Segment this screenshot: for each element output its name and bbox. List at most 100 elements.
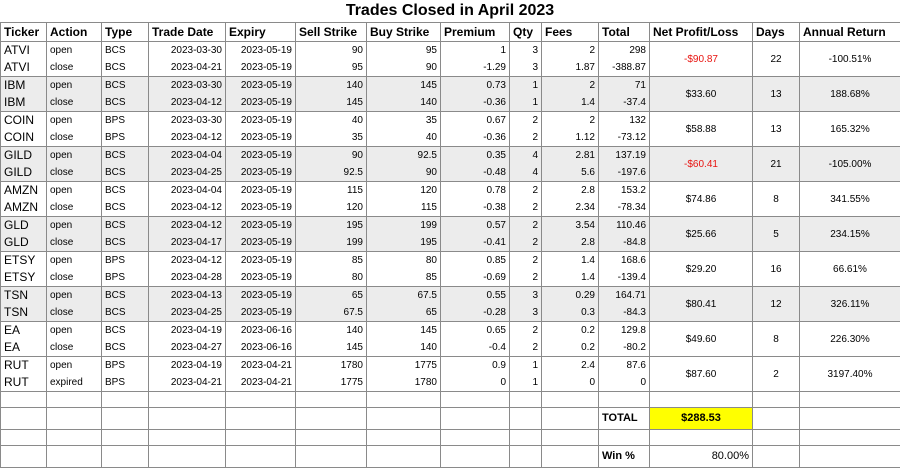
fees-cell[interactable]: 2.4 <box>541 356 599 374</box>
qty-cell[interactable]: 2 <box>509 234 542 252</box>
empty-cell[interactable] <box>799 391 900 408</box>
premium-cell[interactable]: -0.36 <box>440 94 510 112</box>
header-sell-strike[interactable]: Sell Strike <box>295 22 367 42</box>
empty-cell[interactable] <box>509 445 542 468</box>
type-cell[interactable]: BCS <box>101 181 149 199</box>
empty-cell[interactable] <box>148 391 226 408</box>
expiry-cell[interactable]: 2023-05-19 <box>225 111 296 129</box>
buy-strike-cell[interactable]: 140 <box>366 94 441 112</box>
premium-cell[interactable]: -0.69 <box>440 269 510 287</box>
trade-date-cell[interactable]: 2023-04-04 <box>148 181 226 199</box>
annual-return-cell[interactable]: -100.51% <box>799 41 900 77</box>
empty-cell[interactable] <box>295 391 367 408</box>
ticker-cell[interactable]: ATVI <box>0 41 47 59</box>
empty-cell[interactable] <box>101 391 149 408</box>
buy-strike-cell[interactable]: 95 <box>366 41 441 59</box>
expiry-cell[interactable]: 2023-05-19 <box>225 199 296 217</box>
net-profit-loss-cell[interactable]: -$60.41 <box>649 146 753 182</box>
total-cell[interactable]: -139.4 <box>598 269 650 287</box>
action-cell[interactable]: open <box>46 146 102 164</box>
fees-cell[interactable]: 2.34 <box>541 199 599 217</box>
days-cell[interactable]: 21 <box>752 146 800 182</box>
trade-date-cell[interactable]: 2023-04-21 <box>148 59 226 77</box>
premium-cell[interactable]: -0.28 <box>440 304 510 322</box>
sell-strike-cell[interactable]: 40 <box>295 111 367 129</box>
premium-cell[interactable]: -0.48 <box>440 164 510 182</box>
header-type[interactable]: Type <box>101 22 149 42</box>
trade-date-cell[interactable]: 2023-04-12 <box>148 251 226 269</box>
action-cell[interactable]: close <box>46 199 102 217</box>
empty-cell[interactable] <box>295 445 367 468</box>
fees-cell[interactable]: 2 <box>541 111 599 129</box>
empty-cell[interactable] <box>598 429 650 446</box>
premium-cell[interactable]: 0.9 <box>440 356 510 374</box>
empty-cell[interactable] <box>541 391 599 408</box>
premium-cell[interactable]: 0.35 <box>440 146 510 164</box>
action-cell[interactable]: close <box>46 304 102 322</box>
sell-strike-cell[interactable]: 145 <box>295 94 367 112</box>
qty-cell[interactable]: 1 <box>509 94 542 112</box>
qty-cell[interactable]: 2 <box>509 199 542 217</box>
sell-strike-cell[interactable]: 145 <box>295 339 367 357</box>
header-fees[interactable]: Fees <box>541 22 599 42</box>
type-cell[interactable]: BPS <box>101 129 149 147</box>
premium-cell[interactable]: -0.41 <box>440 234 510 252</box>
header-action[interactable]: Action <box>46 22 102 42</box>
type-cell[interactable]: BPS <box>101 356 149 374</box>
expiry-cell[interactable]: 2023-05-19 <box>225 251 296 269</box>
empty-cell[interactable] <box>148 407 226 430</box>
ticker-cell[interactable]: ETSY <box>0 269 47 287</box>
qty-cell[interactable]: 3 <box>509 59 542 77</box>
buy-strike-cell[interactable]: 90 <box>366 59 441 77</box>
buy-strike-cell[interactable]: 85 <box>366 269 441 287</box>
empty-cell[interactable] <box>225 445 296 468</box>
type-cell[interactable]: BCS <box>101 321 149 339</box>
ticker-cell[interactable]: GILD <box>0 164 47 182</box>
premium-cell[interactable]: 0.57 <box>440 216 510 234</box>
qty-cell[interactable]: 2 <box>509 269 542 287</box>
premium-cell[interactable]: 0.85 <box>440 251 510 269</box>
trade-date-cell[interactable]: 2023-03-30 <box>148 111 226 129</box>
qty-cell[interactable]: 4 <box>509 164 542 182</box>
expiry-cell[interactable]: 2023-05-19 <box>225 181 296 199</box>
buy-strike-cell[interactable]: 90 <box>366 164 441 182</box>
empty-cell[interactable] <box>101 407 149 430</box>
empty-cell[interactable] <box>541 429 599 446</box>
ticker-cell[interactable]: ETSY <box>0 251 47 269</box>
ticker-cell[interactable]: AMZN <box>0 181 47 199</box>
net-profit-loss-cell[interactable]: $49.60 <box>649 321 753 357</box>
empty-cell[interactable] <box>46 445 102 468</box>
empty-cell[interactable] <box>799 429 900 446</box>
sell-strike-cell[interactable]: 67.5 <box>295 304 367 322</box>
annual-return-cell[interactable]: 226.30% <box>799 321 900 357</box>
expiry-cell[interactable]: 2023-05-19 <box>225 94 296 112</box>
type-cell[interactable]: BCS <box>101 234 149 252</box>
action-cell[interactable]: close <box>46 339 102 357</box>
type-cell[interactable]: BPS <box>101 111 149 129</box>
expiry-cell[interactable]: 2023-05-19 <box>225 129 296 147</box>
fees-cell[interactable]: 3.54 <box>541 216 599 234</box>
sell-strike-cell[interactable]: 140 <box>295 76 367 94</box>
total-cell[interactable]: 164.71 <box>598 286 650 304</box>
sell-strike-cell[interactable]: 120 <box>295 199 367 217</box>
net-profit-loss-cell[interactable]: $29.20 <box>649 251 753 287</box>
total-cell[interactable]: -78.34 <box>598 199 650 217</box>
total-cell[interactable]: 132 <box>598 111 650 129</box>
empty-cell[interactable] <box>366 445 441 468</box>
fees-cell[interactable]: 0.3 <box>541 304 599 322</box>
fees-cell[interactable]: 2 <box>541 41 599 59</box>
empty-cell[interactable] <box>0 429 47 446</box>
fees-cell[interactable]: 0 <box>541 374 599 392</box>
empty-cell[interactable] <box>148 445 226 468</box>
fees-cell[interactable]: 2.81 <box>541 146 599 164</box>
total-cell[interactable]: 137.19 <box>598 146 650 164</box>
empty-cell[interactable] <box>225 407 296 430</box>
empty-cell[interactable] <box>440 445 510 468</box>
annual-return-cell[interactable]: -105.00% <box>799 146 900 182</box>
buy-strike-cell[interactable]: 140 <box>366 339 441 357</box>
fees-cell[interactable]: 0.29 <box>541 286 599 304</box>
empty-cell[interactable] <box>0 407 47 430</box>
action-cell[interactable]: close <box>46 164 102 182</box>
buy-strike-cell[interactable]: 1775 <box>366 356 441 374</box>
ticker-cell[interactable]: IBM <box>0 76 47 94</box>
